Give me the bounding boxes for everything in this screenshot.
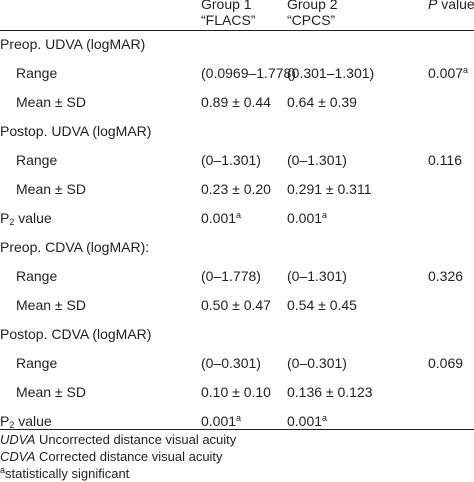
bottom-rule (0, 429, 474, 430)
table-row: Range (0–0.301) (0–0.301) 0.069 (0, 349, 474, 378)
p-value: 0.116 (428, 146, 462, 175)
group1-value: 0.001a (201, 204, 241, 233)
table-row: Range (0–1.778) (0–1.301) 0.326 (0, 262, 474, 291)
p2-label-rest: value (14, 413, 52, 429)
row-label: Range (16, 65, 58, 81)
group1-value: 0.23 ± 0.20 (201, 181, 271, 197)
header-group2-line2: “CPCS” (287, 12, 336, 28)
group1-value: 0.89 ± 0.44 (201, 94, 271, 110)
p2-label-letter: P (0, 210, 10, 226)
significance-marker: a (322, 413, 328, 423)
row-label: Mean ± SD (16, 384, 86, 400)
group1-value: (0–0.301) (201, 355, 261, 371)
section-row: Postop. UDVA (logMAR) (0, 117, 474, 146)
group2-value: (0–0.301) (287, 355, 347, 371)
group2-value: (0.301–1.301) (287, 65, 375, 81)
section-row: Preop. CDVA (logMAR): (0, 233, 474, 262)
header-group1: Group 1 “FLACS” (201, 0, 255, 28)
group2-value: 0.54 ± 0.45 (287, 297, 357, 313)
footnote-text: Corrected distance visual acuity (35, 449, 223, 464)
group1-value: (0–1.778) (201, 268, 261, 284)
row-label: Mean ± SD (16, 297, 86, 313)
header-group2-line1: Group 2 (287, 0, 338, 12)
p2-label: P2 value (0, 204, 52, 233)
footnote-text: Uncorrected distance visual acuity (35, 432, 237, 447)
table-row: P2 value 0.001a 0.001a (0, 204, 474, 233)
section-row: Preop. UDVA (logMAR) (0, 30, 474, 59)
value-number: 0.001 (287, 413, 323, 429)
section-label: Preop. UDVA (logMAR) (0, 36, 146, 52)
section-label: Preop. CDVA (logMAR): (0, 239, 150, 255)
group2-value: 0.001a (287, 204, 327, 233)
row-label: Range (16, 152, 58, 168)
group2-value: (0–1.301) (287, 152, 347, 168)
table-row: Range (0–1.301) (0–1.301) 0.116 (0, 146, 474, 175)
header-p-suffix: value (437, 0, 474, 12)
header-group1-line2: “FLACS” (201, 12, 256, 28)
row-label: Range (16, 268, 58, 284)
p-value-number: 0.326 (428, 268, 464, 284)
footnote-cdva: CDVA Corrected distance visual acuity (0, 448, 223, 465)
group2-value: 0.64 ± 0.39 (287, 94, 357, 110)
significance-marker: a (463, 65, 469, 75)
p2-label-letter: P (0, 413, 10, 429)
p2-label-subscript: 2 (9, 420, 15, 430)
p2-label: P2 value (0, 407, 52, 436)
table-row: Mean ± SD 0.10 ± 0.10 0.136 ± 0.123 (0, 378, 474, 407)
p-value-number: 0.007 (428, 65, 464, 81)
p-value-number: 0.116 (428, 152, 462, 168)
significance-marker: a (322, 210, 328, 220)
section-row: Postop. CDVA (logMAR) (0, 320, 474, 349)
group1-value: (0.0969–1.778) (201, 65, 296, 81)
footnote-abbr: UDVA (0, 432, 36, 447)
significance-marker: a (236, 210, 242, 220)
header-group1-line1: Group 1 (201, 0, 252, 12)
group1-value: (0–1.301) (201, 152, 261, 168)
row-label: Mean ± SD (16, 181, 86, 197)
group1-value: 0.10 ± 0.10 (201, 384, 271, 400)
header-group2: Group 2 “CPCS” (287, 0, 338, 28)
group2-value: 0.136 ± 0.123 (287, 384, 373, 400)
group2-value: 0.001a (287, 407, 327, 436)
value-number: 0.001 (201, 210, 237, 226)
group1-value: 0.001a (201, 407, 241, 436)
footnote-udva: UDVA Uncorrected distance visual acuity (0, 431, 236, 448)
row-label: Mean ± SD (16, 94, 86, 110)
header-rule (0, 30, 474, 31)
value-number: 0.001 (201, 413, 237, 429)
table-row: Mean ± SD 0.23 ± 0.20 0.291 ± 0.311 (0, 175, 474, 204)
group1-value: 0.50 ± 0.47 (201, 297, 271, 313)
row-label: Range (16, 355, 58, 371)
value-number: 0.001 (287, 210, 323, 226)
footnote-marker: a (0, 465, 6, 475)
p-value: 0.069 (428, 349, 463, 378)
group2-value: 0.291 ± 0.311 (287, 181, 372, 197)
significance-marker: a (236, 413, 242, 423)
p-value: 0.007a (428, 59, 468, 88)
table-row: Range (0.0969–1.778) (0.301–1.301) 0.007a (0, 59, 474, 88)
table-row: Mean ± SD 0.50 ± 0.47 0.54 ± 0.45 (0, 291, 474, 320)
header-p-italic: P (428, 0, 438, 12)
section-label: Postop. CDVA (logMAR) (0, 326, 152, 342)
p2-label-rest: value (14, 210, 52, 226)
p-value: 0.326 (428, 262, 463, 291)
footnote-abbr: CDVA (0, 449, 36, 464)
section-label: Postop. UDVA (logMAR) (0, 123, 152, 139)
table-row: Mean ± SD 0.89 ± 0.44 0.64 ± 0.39 (0, 88, 474, 117)
group2-value: (0–1.301) (287, 268, 347, 284)
p-value-number: 0.069 (428, 355, 464, 371)
table-row: P2 value 0.001a 0.001a (0, 407, 474, 436)
header-p-value: P value (428, 0, 474, 12)
p2-label-subscript: 2 (9, 217, 15, 227)
